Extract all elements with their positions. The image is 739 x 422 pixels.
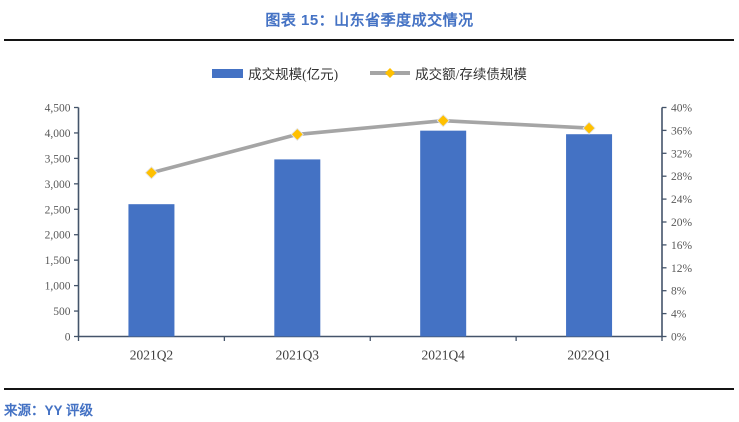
left-axis-tick-label: 3,500 xyxy=(45,153,71,165)
bar-series-swatch-icon xyxy=(212,68,244,78)
x-category-label: 2021Q3 xyxy=(276,348,320,363)
line-series-swatch-icon xyxy=(370,68,411,78)
line-marker-2022Q1 xyxy=(582,121,596,135)
bar-2021Q2 xyxy=(128,204,175,337)
bottom-divider xyxy=(4,388,734,390)
left-axis-tick-label: 2,000 xyxy=(45,230,71,242)
line-marker-2021Q2 xyxy=(144,166,159,180)
right-axis-tick-label: 8% xyxy=(671,286,687,298)
right-axis-tick-label: 24% xyxy=(671,194,693,206)
left-axis-tick-label: 0 xyxy=(65,332,71,344)
right-axis-tick-label: 4% xyxy=(671,309,687,321)
bar-2021Q4 xyxy=(420,130,467,337)
bar-2021Q3 xyxy=(274,159,321,337)
x-category-label: 2021Q2 xyxy=(130,348,174,363)
legend-label-line: 成交额/存续债规模 xyxy=(415,67,527,82)
source-note: 来源：YY 评级 xyxy=(4,403,94,418)
line-marker-2021Q4 xyxy=(436,114,450,128)
right-axis-tick-label: 12% xyxy=(671,263,693,275)
x-category-label: 2021Q4 xyxy=(421,348,465,363)
x-category-label: 2022Q1 xyxy=(567,348,611,363)
right-axis-tick-label: 28% xyxy=(671,171,693,183)
top-divider xyxy=(4,39,734,41)
right-axis-tick-label: 36% xyxy=(671,125,693,137)
bar-2022Q1 xyxy=(566,134,613,337)
left-axis-tick-label: 1,000 xyxy=(45,281,71,293)
right-axis-tick-label: 16% xyxy=(671,240,693,252)
left-axis-tick-label: 4,000 xyxy=(45,128,71,140)
diamond-marker-icon xyxy=(385,68,396,78)
legend-item-bar: 成交规模(亿元) xyxy=(212,63,338,83)
left-axis-tick-label: 500 xyxy=(53,306,71,318)
left-axis-tick-label: 1,500 xyxy=(45,255,71,267)
line-marker-2021Q3 xyxy=(290,127,304,141)
left-axis-tick-label: 3,000 xyxy=(45,179,71,191)
right-axis-tick-label: 40% xyxy=(671,103,693,115)
chart-legend: 成交规模(亿元) 成交额/存续债规模 xyxy=(0,63,739,83)
legend-item-line: 成交额/存续债规模 xyxy=(370,63,527,83)
figure-title: 图表 15：山东省季度成交情况 xyxy=(265,12,474,29)
left-axis-tick-label: 2,500 xyxy=(45,204,71,216)
right-axis-tick-label: 0% xyxy=(671,332,687,344)
right-axis-tick-label: 32% xyxy=(671,148,693,160)
left-axis-tick-label: 4,500 xyxy=(45,103,71,115)
legend-label-bar: 成交规模(亿元) xyxy=(248,67,339,82)
ratio-line xyxy=(149,118,591,175)
right-axis-tick-label: 20% xyxy=(671,217,693,229)
